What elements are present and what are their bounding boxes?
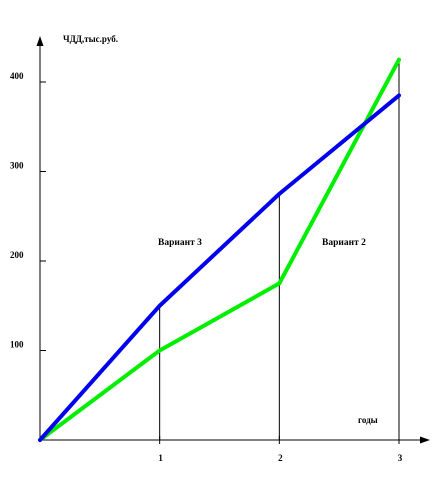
y-axis-arrow [36, 36, 44, 46]
annotation-variant-2: Вариант 2 [322, 238, 366, 248]
y-tick-label-100: 100 [10, 340, 24, 350]
y-tick-label-300: 300 [10, 161, 24, 171]
x-tick-label-3: 3 [398, 453, 403, 463]
x-axis-arrow [420, 436, 430, 444]
series-line-variant-2 [38, 57, 401, 442]
series-line-variant-3 [38, 93, 401, 442]
y-tick-label-200: 200 [10, 250, 24, 260]
x-axis-label: годы [358, 415, 378, 425]
annotation-variant-3: Вариант 3 [158, 238, 202, 248]
y-tick-label-400: 400 [10, 71, 24, 81]
x-tick-label-2: 2 [278, 453, 283, 463]
y-axis-label: ЧДД,тыс.руб. [63, 34, 118, 44]
x-tick-label-1: 1 [158, 453, 163, 463]
